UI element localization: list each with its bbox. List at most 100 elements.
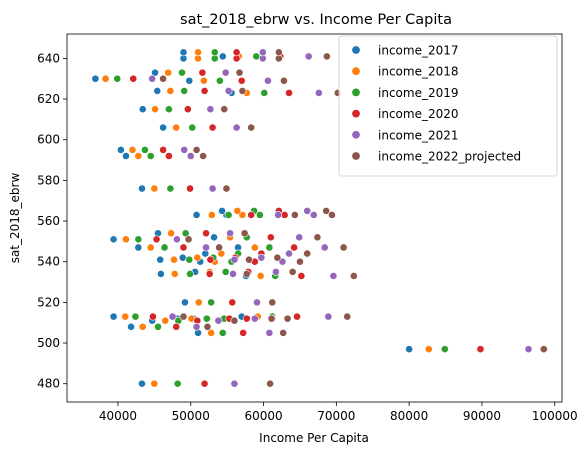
x-tick-label: 60000 [244,409,282,423]
data-point [152,235,161,244]
data-point [235,68,244,77]
data-point [226,229,234,238]
data-point [199,152,208,160]
data-point [194,298,203,307]
data-point [160,243,169,252]
data-point [290,243,299,252]
data-point [165,152,173,160]
data-point [168,312,177,321]
y-tick-label: 520 [37,295,60,309]
data-point [154,322,162,331]
data-point [186,152,195,160]
chart-title: sat_2018_ebrw vs. Income Per Capita [180,12,452,28]
data-point [240,229,249,238]
data-point [257,253,266,262]
data-point [208,184,217,193]
data-point [134,152,143,160]
data-point [202,314,211,323]
x-tick-label: 70000 [317,409,355,423]
legend-marker [351,109,361,119]
data-point [283,314,292,323]
data-point [304,52,313,61]
data-point [242,270,251,278]
y-tick-label: 540 [37,255,60,269]
data-point [252,52,261,61]
data-point [247,211,256,219]
data-point [273,253,282,262]
data-point [247,123,256,132]
data-point [192,322,201,331]
data-point [206,255,215,264]
data-point [113,74,122,83]
data-point [159,74,167,83]
data-point [138,322,147,331]
data-point [180,145,189,154]
data-point [230,379,239,388]
data-point [268,298,277,307]
data-point [313,233,322,242]
data-point [256,272,265,280]
data-point [202,243,210,252]
data-point [524,345,533,354]
data-point [179,243,188,252]
data-point [148,74,157,83]
data-point [264,76,272,85]
data-point [539,345,548,354]
data-point [207,211,216,219]
data-point [256,211,264,219]
data-point [138,105,147,114]
y-tick-label: 620 [37,92,60,106]
data-point [322,52,331,61]
data-point [109,312,118,321]
legend-label: income_2021 [378,128,459,142]
data-point [200,87,209,95]
data-point [127,322,135,331]
legend-label: income_2022_projected [378,150,521,164]
data-point [140,145,149,154]
legend-label: income_2017 [378,44,459,58]
data-point [172,322,181,331]
data-point [178,68,186,77]
data-point [238,87,247,95]
data-point [440,345,449,354]
data-point [285,249,293,258]
data-point [208,123,217,132]
data-point [218,52,227,61]
data-point [156,255,165,264]
data-point [193,253,202,262]
data-point [229,270,237,278]
data-point [210,233,218,242]
data-point [215,243,224,252]
data-point [109,235,118,244]
data-point [179,48,188,57]
data-point [288,267,297,276]
data-point [131,312,140,321]
data-point [122,235,130,244]
x-tick-label: 90000 [463,409,501,423]
data-point [165,105,173,114]
data-point [329,272,338,280]
data-point [224,211,233,219]
data-point [228,298,237,307]
data-point [148,312,157,321]
data-point [161,316,170,325]
data-point [172,123,181,132]
data-point [215,76,224,85]
series-income-2022-projected [159,48,548,388]
data-point [101,74,110,83]
data-point [146,243,155,252]
data-point [166,184,175,193]
data-point [424,345,433,354]
data-point [146,152,155,160]
data-point [181,298,189,307]
data-point [199,76,208,85]
y-tick-label: 640 [37,51,60,65]
data-point [207,328,216,337]
data-point [134,243,143,252]
data-point [129,74,138,83]
data-point [186,270,194,278]
data-point [295,233,304,242]
data-point [178,253,187,262]
data-point [179,312,188,321]
ticks-layer: 40000 50000 60000 70000 80000 90000 100000 480 5… [37,51,578,423]
